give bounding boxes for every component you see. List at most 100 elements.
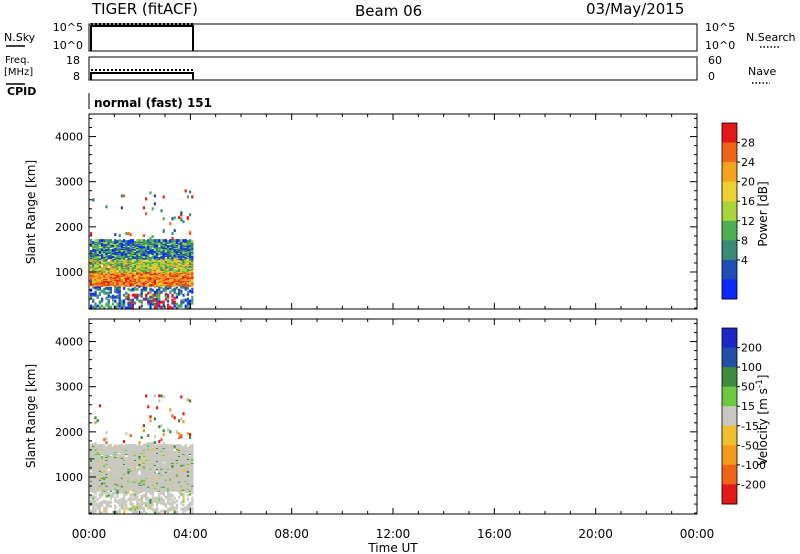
power-data-pixel — [116, 246, 119, 249]
velocity-data-pixel — [182, 451, 185, 454]
velocity-data-pixel — [103, 491, 106, 495]
power-data-pixel — [90, 304, 93, 308]
velocity-data-pixel — [189, 501, 192, 505]
velocity-data-pixel — [90, 459, 93, 462]
velocity-data-pixel — [116, 499, 119, 503]
velocity-data-pixel — [149, 498, 152, 502]
velocity-data-pixel — [114, 510, 117, 514]
power-data-pixel — [123, 255, 126, 258]
power-data-pixel — [120, 306, 123, 310]
power-colorbar-label: Power [dB] — [756, 181, 770, 246]
velocity-data-pixel — [173, 453, 176, 456]
velocity-data-pixel — [158, 394, 161, 398]
power-data-pixel — [147, 302, 150, 306]
velocity-data-pixel — [145, 491, 148, 495]
power-data-pixel — [140, 253, 143, 256]
power-data-pixel — [134, 268, 137, 272]
power-data-pixel — [94, 258, 97, 262]
velocity-data-pixel — [153, 499, 156, 503]
power-data-pixel — [129, 239, 132, 243]
power-data-pixel — [184, 265, 187, 269]
power-y-tick-label: 3000 — [55, 176, 83, 189]
velocity-data-pixel — [162, 509, 165, 513]
velocity-data-pixel — [164, 444, 167, 448]
power-data-pixel — [164, 257, 167, 261]
velocity-data-pixel — [149, 506, 152, 510]
velocity-data-pixel — [153, 460, 156, 463]
power-data-pixel — [105, 269, 108, 273]
power-data-pixel — [92, 256, 95, 260]
power-data-pixel — [134, 270, 137, 274]
velocity-data-pixel — [105, 470, 108, 474]
power-data-pixel — [158, 290, 161, 294]
velocity-data-pixel — [123, 496, 126, 500]
power-data-pixel — [149, 302, 152, 306]
power-colorbar-tick-label: 4 — [741, 254, 748, 267]
velocity-data-pixel — [169, 468, 172, 472]
power-data-pixel — [92, 241, 95, 245]
power-data-pixel — [149, 237, 152, 241]
velocity-data-pixel — [96, 478, 99, 482]
velocity-data-pixel — [160, 509, 163, 513]
power-data-pixel — [178, 304, 181, 308]
power-data-pixel — [112, 244, 115, 247]
velocity-data-pixel — [142, 424, 145, 428]
power-data-pixel — [134, 256, 137, 259]
power-data-pixel — [136, 297, 139, 301]
power-data-pixel — [156, 269, 159, 273]
power-data-pixel — [149, 290, 152, 294]
velocity-data-pixel — [160, 448, 163, 451]
velocity-data-pixel — [147, 405, 150, 409]
power-data-pixel — [114, 305, 117, 309]
power-data-pixel — [118, 293, 121, 297]
velocity-data-pixel — [147, 474, 150, 478]
velocity-data-pixel — [171, 414, 174, 418]
velocity-colorbar-tick-label: 50 — [741, 381, 755, 394]
velocity-data-pixel — [156, 472, 159, 476]
power-data-pixel — [145, 268, 148, 272]
power-data-pixel — [112, 282, 115, 286]
power-data-pixel — [129, 301, 132, 305]
velocity-data-pixel — [136, 505, 139, 509]
power-data-pixel — [112, 255, 115, 258]
power-data-pixel — [142, 206, 145, 210]
velocity-colorbar: 200 100 50 15 -15 -50 -100 -200 — [721, 327, 766, 505]
velocity-data-pixel — [167, 470, 170, 474]
velocity-data-pixel — [167, 450, 170, 453]
noise-panel-frame — [88, 23, 698, 52]
velocity-data-pixel — [94, 473, 97, 477]
power-data-pixel — [90, 250, 93, 253]
velocity-data-pixel — [131, 456, 134, 459]
power-data-pixel — [92, 198, 95, 202]
power-colorbar-swatch — [722, 162, 737, 183]
velocity-data-pixel — [98, 444, 101, 448]
power-data-pixel — [147, 239, 150, 243]
power-data-pixel — [142, 281, 145, 285]
velocity-data-pixel — [131, 502, 134, 506]
power-data-pixel — [180, 239, 183, 243]
velocity-data-pixel — [167, 455, 170, 458]
power-colorbar-swatch — [722, 142, 737, 163]
velocity-data-pixel — [175, 454, 178, 457]
velocity-data-pixel — [114, 491, 117, 495]
velocity-data-pixel — [118, 510, 121, 514]
velocity-data-pixel — [184, 508, 187, 512]
velocity-data-pixel — [131, 497, 134, 501]
power-data-pixel — [186, 304, 189, 308]
power-data-pixel — [129, 247, 132, 250]
time-tick-label: 00:00 — [72, 527, 107, 541]
power-data-pixel — [120, 299, 123, 303]
velocity-data-pixel — [101, 481, 104, 485]
velocity-data-pixel — [160, 465, 163, 469]
power-data-pixel — [101, 299, 104, 303]
velocity-data-pixel — [153, 496, 156, 500]
velocity-data-pixel — [162, 445, 165, 449]
power-data-pixel — [140, 299, 143, 303]
power-data-pixel — [169, 272, 172, 276]
velocity-data-pixel — [162, 462, 165, 466]
velocity-data-pixel — [136, 492, 139, 496]
velocity-data-pixel — [158, 492, 161, 496]
velocity-data-pixel — [158, 495, 161, 499]
velocity-data-pixel — [186, 432, 189, 436]
power-data-pixel — [145, 197, 148, 201]
